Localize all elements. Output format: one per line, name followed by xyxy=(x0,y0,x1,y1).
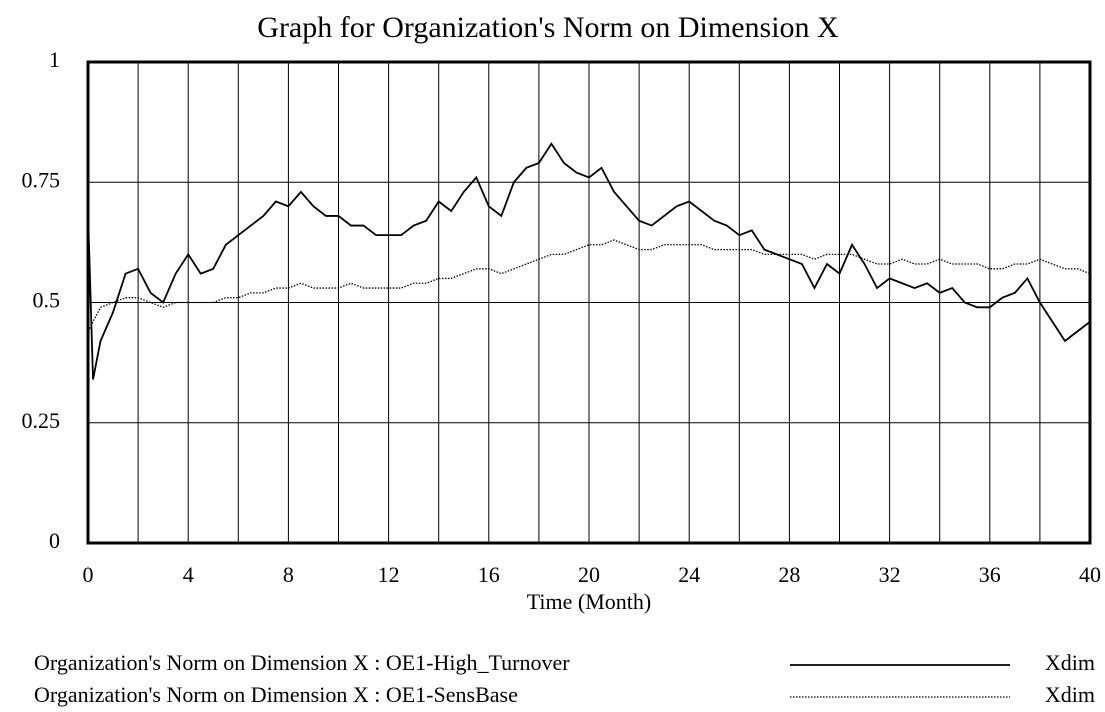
x-tick-label: 20 xyxy=(578,562,600,587)
legend-label: Organization's Norm on Dimension X : OE1… xyxy=(34,682,518,707)
data-line xyxy=(87,239,1091,332)
legend-unit: Xdim xyxy=(1045,650,1095,675)
x-tick-label: 8 xyxy=(283,562,294,587)
y-tick-label: 0 xyxy=(49,528,60,553)
x-tick-label: 36 xyxy=(979,562,1001,587)
x-tick-label: 40 xyxy=(1079,562,1101,587)
legend-unit: Xdim xyxy=(1045,682,1095,707)
x-tick-label: 28 xyxy=(778,562,800,587)
y-tick-label: 0.25 xyxy=(22,408,61,433)
x-tick-label: 0 xyxy=(83,562,94,587)
data-line xyxy=(87,142,1091,380)
x-axis-label: Time (Month) xyxy=(527,589,651,614)
chart-title: Graph for Organization's Norm on Dimensi… xyxy=(257,11,839,44)
legend-label: Organization's Norm on Dimension X : OE1… xyxy=(34,650,570,675)
x-tick-label: 16 xyxy=(478,562,500,587)
x-tick-label: 32 xyxy=(879,562,901,587)
y-tick-label: 0.5 xyxy=(33,288,61,313)
x-tick-label: 4 xyxy=(183,562,194,587)
plot-frame xyxy=(86,60,1092,545)
y-tick-label: 0.75 xyxy=(22,167,61,192)
y-tick-label: 1 xyxy=(49,47,60,72)
x-tick-label: 24 xyxy=(678,562,700,587)
x-tick-label: 12 xyxy=(378,562,400,587)
